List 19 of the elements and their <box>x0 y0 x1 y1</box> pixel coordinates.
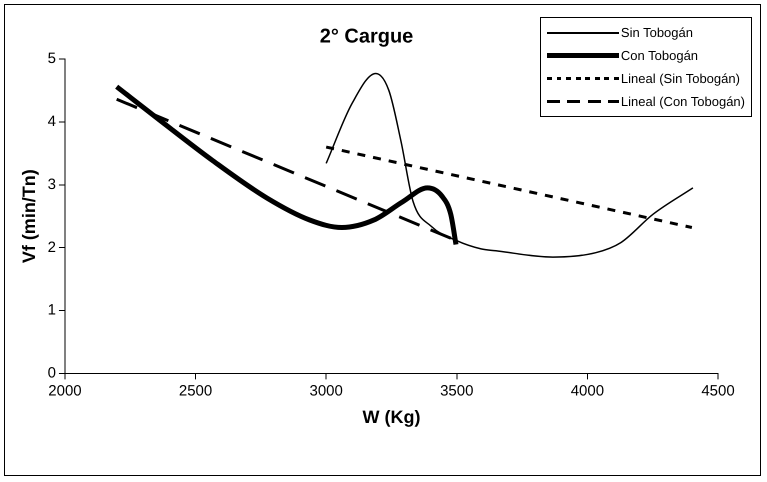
x-tick-label: 3000 <box>309 382 343 400</box>
legend-label: Lineal (Sin Tobogán) <box>620 71 740 86</box>
x-tick-label: 4000 <box>570 382 604 400</box>
x-tick-label: 2000 <box>48 382 82 400</box>
y-tick-label: 5 <box>48 50 56 68</box>
x-tick-label: 4500 <box>701 382 735 400</box>
x-tick-label: 2500 <box>178 382 212 400</box>
x-axis-title: W (Kg) <box>362 407 420 428</box>
y-tick-label: 3 <box>48 176 56 193</box>
y-tick-label: 2 <box>48 238 56 256</box>
x-tick-label: 3500 <box>440 382 474 400</box>
y-axis-title: Vf (min/Tn) <box>18 169 39 264</box>
legend-label: Lineal (Con Tobogán) <box>620 94 745 109</box>
chart-title: 2° Cargue <box>320 26 414 48</box>
legend-label: Con Tobogán <box>620 48 698 63</box>
y-tick-label: 4 <box>48 113 56 130</box>
legend-label: Sin Tobogán <box>620 25 693 40</box>
y-tick-label: 1 <box>48 302 56 319</box>
y-tick-label: 0 <box>48 364 56 382</box>
